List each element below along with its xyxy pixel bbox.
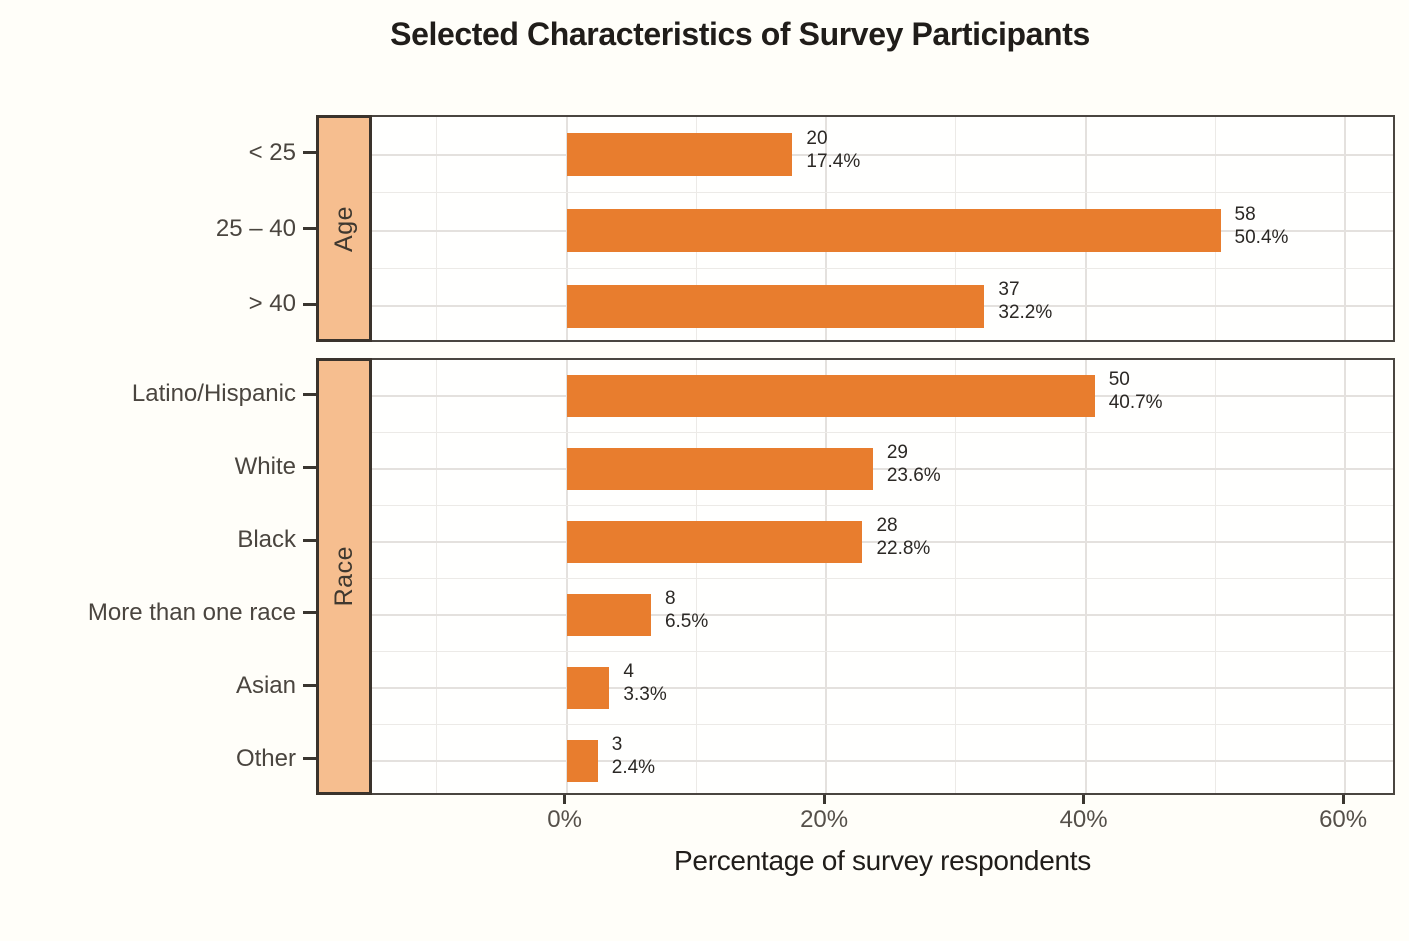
x-axis-tick xyxy=(822,795,826,804)
y-axis-tick xyxy=(303,538,316,542)
y-axis-label-age-2: > 40 xyxy=(248,290,296,318)
bar-value-label: 50 40.7% xyxy=(1109,368,1163,414)
bar-count: 8 xyxy=(664,587,676,609)
bar-count: 50 xyxy=(1108,369,1130,391)
bar-percent: 50.4% xyxy=(1234,226,1289,248)
y-axis-label-age-1: 25 – 40 xyxy=(215,214,296,242)
bar-value-label: 20 17.4% xyxy=(806,127,860,173)
horizontal-gridline-minor xyxy=(372,578,1393,579)
bar-count: 58 xyxy=(1234,203,1256,225)
bar-percent: 22.8% xyxy=(876,538,931,560)
bar-value-label: 8 6.5% xyxy=(665,587,708,633)
y-axis-label-race-5: Other xyxy=(235,744,296,772)
facet-label-race: Race xyxy=(329,546,358,607)
bar-percent: 32.2% xyxy=(998,302,1053,324)
bar-percent: 2.4% xyxy=(611,756,656,778)
x-axis-tick xyxy=(563,795,567,804)
vertical-gridline-minor xyxy=(436,360,438,793)
x-axis-tick-label-0%: 0% xyxy=(547,806,582,833)
y-axis-tick xyxy=(303,227,316,230)
vertical-gridline-minor xyxy=(436,117,438,340)
horizontal-gridline-minor xyxy=(372,192,1393,194)
y-axis-tick xyxy=(303,392,316,396)
bar-value-label: 3 2.4% xyxy=(612,733,655,779)
bar-race-1 xyxy=(566,448,873,491)
bar-percent: 23.6% xyxy=(886,465,941,487)
x-axis-title: Percentage of survey respondents xyxy=(674,845,1091,876)
bar-percent: 40.7% xyxy=(1108,392,1163,414)
x-axis-tick xyxy=(1341,795,1345,804)
x-axis-tick-label-40%: 40% xyxy=(1059,806,1108,833)
facet-strip-age: Age xyxy=(316,115,372,342)
bar-count: 3 xyxy=(611,733,623,755)
horizontal-gridline-minor xyxy=(372,267,1393,269)
horizontal-gridline-minor xyxy=(372,432,1393,434)
y-axis-tick xyxy=(303,465,316,469)
bar-race-3 xyxy=(566,593,651,636)
bar-age-0 xyxy=(566,133,793,177)
bar-count: 29 xyxy=(886,442,908,464)
bar-percent: 6.5% xyxy=(664,610,709,632)
y-axis-label-age-0: < 25 xyxy=(248,138,296,166)
bar-value-label: 37 32.2% xyxy=(998,278,1052,324)
vertical-gridline-major xyxy=(1344,360,1347,793)
bar-race-5 xyxy=(566,739,598,782)
vertical-gridline-minor xyxy=(1214,360,1216,793)
horizontal-gridline-minor xyxy=(372,505,1393,507)
vertical-gridline-major xyxy=(565,360,568,793)
vertical-gridline-minor xyxy=(955,360,957,793)
bar-value-label: 29 23.6% xyxy=(887,441,941,487)
y-axis-tick xyxy=(303,757,316,761)
y-axis-label-race-4: Asian xyxy=(235,671,296,699)
horizontal-gridline-minor xyxy=(372,650,1393,652)
y-axis-label-race-3: More than one race xyxy=(87,598,296,626)
vertical-gridline-minor xyxy=(695,360,697,793)
horizontal-gridline-major xyxy=(372,686,1393,689)
bar-count: 28 xyxy=(876,515,898,537)
x-axis-tick-label-20%: 20% xyxy=(800,806,849,833)
chart-title: Selected Characteristics of Survey Parti… xyxy=(390,16,1090,52)
y-axis-tick xyxy=(303,611,316,615)
bar-race-2 xyxy=(566,521,863,564)
horizontal-gridline-major xyxy=(372,153,1393,156)
x-axis-tick-label-60%: 60% xyxy=(1319,806,1368,833)
facet-label-age: Age xyxy=(329,205,358,252)
x-axis-tick xyxy=(1082,795,1086,804)
bar-count: 37 xyxy=(998,279,1020,301)
panel-age: 20 17.4% 58 50.4% 37 32.2% xyxy=(370,115,1395,342)
y-axis-label-race-2: Black xyxy=(237,526,296,554)
horizontal-gridline-major xyxy=(372,468,1393,471)
bar-percent: 17.4% xyxy=(806,150,861,172)
bar-race-4 xyxy=(566,666,610,709)
vertical-gridline-major xyxy=(825,360,828,793)
vertical-gridline-major xyxy=(1084,360,1087,793)
bar-value-label: 4 3.3% xyxy=(623,660,666,706)
vertical-gridline-major xyxy=(1344,117,1347,340)
bar-value-label: 58 50.4% xyxy=(1235,203,1289,249)
bar-race-0 xyxy=(566,375,1095,418)
bar-count: 20 xyxy=(806,127,828,149)
y-axis-tick xyxy=(303,302,316,306)
y-axis-label-race-0: Latino/Hispanic xyxy=(131,380,296,408)
bar-percent: 3.3% xyxy=(623,683,667,705)
horizontal-gridline-major xyxy=(372,759,1393,762)
horizontal-gridline-major xyxy=(372,541,1393,544)
y-axis-label-race-1: White xyxy=(234,453,296,481)
bar-age-2 xyxy=(566,284,985,328)
panel-race: 50 40.7% 29 23.6% 28 22.8% 8 6.5% 4 3.3% 3 2.4% xyxy=(370,358,1395,795)
bar-age-1 xyxy=(566,209,1221,252)
facet-strip-race: Race xyxy=(316,358,372,795)
bar-value-label: 28 22.8% xyxy=(876,514,930,560)
y-axis-tick xyxy=(303,151,316,155)
horizontal-gridline-minor xyxy=(372,723,1393,725)
horizontal-gridline-major xyxy=(372,613,1393,616)
y-axis-tick xyxy=(303,684,316,688)
bar-count: 4 xyxy=(623,660,634,682)
